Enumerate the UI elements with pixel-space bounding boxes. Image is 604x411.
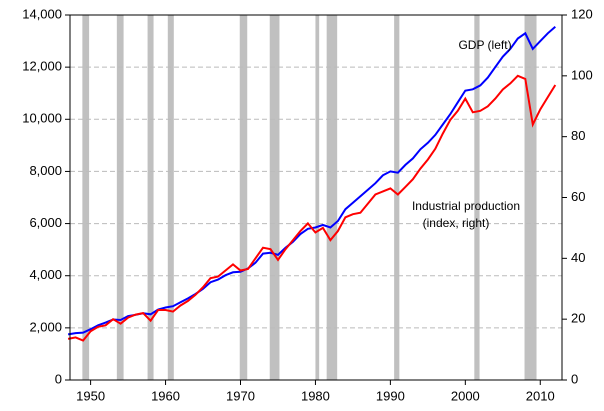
recession-band xyxy=(394,15,400,380)
annotation: (index, right) xyxy=(423,216,490,230)
y2-tick-label: 60 xyxy=(571,189,585,204)
y2-tick-label: 20 xyxy=(571,311,585,326)
x-tick-label: 1980 xyxy=(301,388,330,403)
recession-band xyxy=(326,15,338,380)
plot-frame xyxy=(69,14,563,381)
y2-tick-label: 0 xyxy=(571,371,578,386)
recession-band xyxy=(147,15,154,380)
series-label: GDP (left) xyxy=(458,38,511,52)
recession-band xyxy=(167,15,174,380)
y-tick-label: 12,000 xyxy=(22,59,62,74)
x-tick-label: 1970 xyxy=(226,388,255,403)
recession-band xyxy=(116,15,124,380)
x-tick-label: 2010 xyxy=(526,388,555,403)
y-tick-label: 2,000 xyxy=(29,319,62,334)
annotation: Industrial production xyxy=(412,199,520,213)
x-tick-label: 1960 xyxy=(151,388,180,403)
y-tick-label: 8,000 xyxy=(29,163,62,178)
y2-tick-label: 80 xyxy=(571,128,585,143)
x-tick-label: 2000 xyxy=(451,388,480,403)
recession-band xyxy=(82,15,90,380)
recession-band xyxy=(524,15,537,380)
y2-tick-label: 40 xyxy=(571,250,585,265)
y-tick-label: 0 xyxy=(55,371,62,386)
y-tick-label: 4,000 xyxy=(29,267,62,282)
y-tick-label: 10,000 xyxy=(22,111,62,126)
y2-tick-label: 120 xyxy=(571,6,593,21)
x-tick-label: 1950 xyxy=(76,388,105,403)
y-tick-label: 6,000 xyxy=(29,215,62,230)
y-tick-label: 14,000 xyxy=(22,6,62,21)
series-line xyxy=(67,25,556,336)
series-line xyxy=(67,74,557,342)
recession-band xyxy=(474,15,480,380)
recession-band xyxy=(269,15,280,380)
y2-tick-label: 100 xyxy=(571,67,593,82)
recession-band xyxy=(315,15,320,380)
recession-band xyxy=(239,15,248,380)
x-tick-label: 1990 xyxy=(376,388,405,403)
